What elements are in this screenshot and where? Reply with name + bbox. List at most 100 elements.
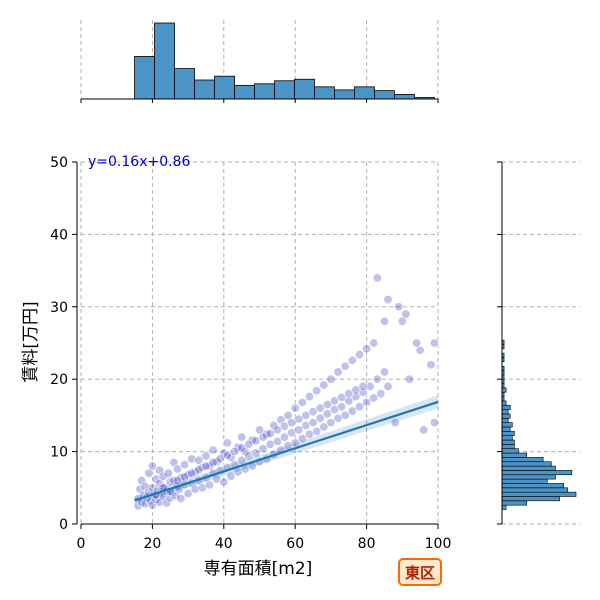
scatter-point — [272, 425, 282, 435]
y-axis-title: 賃料[万円] — [21, 301, 41, 382]
scatter-point — [287, 428, 297, 438]
scatter-point — [176, 473, 186, 483]
x-tick-label: 40 — [215, 536, 233, 552]
scatter-point — [244, 439, 254, 449]
y-tick-label: 30 — [50, 300, 68, 316]
scatter-point — [329, 396, 339, 406]
regression-line — [134, 400, 439, 502]
scatter-point — [165, 493, 175, 503]
scatter-point — [308, 407, 318, 417]
x-marginal-axis — [80, 98, 439, 103]
scatter-point — [351, 392, 361, 402]
scatter-point — [297, 434, 307, 444]
scatter-point — [369, 393, 379, 403]
scatter-point — [201, 451, 211, 461]
y-hist-bar — [501, 448, 519, 454]
y-marginal-histogram — [501, 339, 577, 510]
scatter-point — [162, 498, 172, 508]
y-hist-bar — [501, 413, 511, 419]
scatter-point — [180, 472, 190, 482]
scatter-point — [415, 345, 425, 355]
scatter-point — [272, 436, 282, 446]
scatter-point — [287, 418, 297, 428]
y-tick-label: 50 — [50, 155, 68, 171]
scatter-point — [208, 445, 218, 455]
x-hist-bar — [374, 90, 395, 100]
scatter-point — [383, 381, 393, 391]
scatter-point — [208, 457, 218, 467]
y-hist-bar — [501, 417, 509, 423]
scatter-point — [279, 421, 289, 431]
scatter-point — [301, 421, 311, 431]
scatter-point — [226, 471, 236, 481]
x-hist-bar — [214, 75, 235, 100]
y-marginal-axis — [497, 161, 503, 525]
scatter-point — [180, 460, 190, 470]
scatter-point — [251, 448, 261, 458]
scatter-point — [197, 483, 207, 493]
scatter-point — [169, 476, 179, 486]
y-tick-label: 10 — [50, 445, 68, 461]
x-hist-bar — [394, 94, 415, 100]
scatter-point — [304, 392, 314, 402]
x-hist-bar — [354, 86, 375, 100]
scatter-point — [376, 389, 386, 399]
scatter-point — [426, 360, 436, 370]
scatter-point — [319, 380, 329, 390]
scatter-point — [190, 484, 200, 494]
scatter-point — [379, 367, 389, 377]
scatter-point — [315, 403, 325, 413]
scatter-point — [301, 410, 311, 420]
district-badge: 東区 — [398, 558, 442, 586]
scatter-point — [258, 444, 268, 454]
scatter-point — [205, 461, 215, 471]
x-tick-labels: 0 20 40 60 80 100 — [77, 536, 452, 552]
scatter-point — [237, 432, 247, 442]
scatter-point — [362, 397, 372, 407]
x-tick-label: 80 — [358, 536, 376, 552]
regression-equation: y=0.16x+0.86 — [88, 154, 190, 170]
badge-label: 東区 — [405, 564, 435, 582]
x-hist-bar — [134, 56, 155, 100]
y-tick-label: 0 — [59, 517, 68, 533]
main-axes — [72, 161, 439, 529]
y-hist-bar — [501, 431, 515, 436]
y-hist-bar — [501, 483, 564, 489]
scatter-point — [258, 432, 268, 442]
y-hist-bar — [501, 435, 513, 441]
scatter-point — [137, 476, 147, 486]
y-hist-bar — [501, 444, 515, 450]
x-hist-bar — [194, 79, 215, 100]
scatter-point — [322, 409, 332, 419]
scatter-point — [372, 273, 382, 283]
scatter-point — [394, 302, 404, 312]
scatter-point — [265, 428, 275, 438]
scatter-point — [205, 480, 215, 490]
y-tick-label: 20 — [50, 372, 68, 388]
x-marginal-histogram — [80, 20, 439, 100]
scatter-point — [255, 425, 265, 435]
x-tick-label: 100 — [425, 536, 452, 552]
scatter-point — [230, 447, 240, 457]
y-tick-labels: 0 10 20 30 40 50 — [50, 155, 68, 533]
scatter-point — [283, 410, 293, 420]
y-hist-bar — [501, 409, 509, 415]
scatter-point — [290, 403, 300, 413]
y-hist-bar — [501, 478, 548, 484]
scatter-point — [429, 338, 439, 348]
scatter-point — [140, 499, 150, 509]
scatter-point — [419, 425, 429, 435]
x-tick-label: 0 — [77, 536, 86, 552]
scatter-point — [297, 397, 307, 407]
scatter-point — [326, 374, 336, 384]
y-hist-bar — [501, 496, 560, 502]
x-hist-bar — [294, 78, 315, 100]
y-hist-bar — [501, 439, 515, 445]
scatter-points — [133, 273, 439, 511]
scatter-point — [319, 422, 329, 432]
y-marginal-grid — [502, 161, 580, 525]
scatter-point — [176, 494, 186, 504]
scatter-point — [144, 468, 154, 478]
scatter-point — [315, 413, 325, 423]
scatter-point — [333, 413, 343, 423]
